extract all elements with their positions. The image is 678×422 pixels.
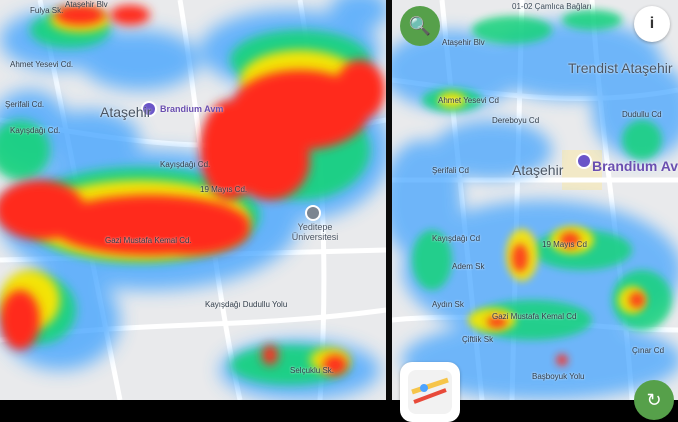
label-kayisdagi-dudullu: Kayışdağı Dudullu Yolu — [205, 300, 288, 309]
label-dudullu: Dudullu Cd — [622, 110, 662, 119]
yeditepe-pin-icon[interactable] — [307, 207, 319, 219]
refresh-icon: ↻ — [646, 389, 662, 410]
label-ahmet-yesevi-right: Ahmet Yesevi Cd — [438, 96, 499, 105]
right-heatmap-canvas — [392, 0, 678, 400]
split-divider — [386, 0, 392, 400]
label-serifali-right: Şerifali Cd — [432, 166, 469, 175]
label-kayisdagi: Kayışdağı Cd. — [10, 126, 61, 135]
info-icon: i — [649, 15, 655, 32]
label-adem: Adem Sk — [452, 262, 485, 271]
label-atasehir-blv: Ataşehir Blv — [65, 0, 108, 9]
heat-low-layer-right — [392, 20, 678, 400]
label-camlica: 01-02 Çamlıca Bağları — [512, 2, 592, 11]
label-19-mayis: 19 Mayıs Cd. — [200, 185, 248, 194]
label-basboyuk: Başboyuk Yolu — [532, 372, 585, 381]
map-layers-button[interactable] — [400, 362, 460, 422]
info-button[interactable]: i — [634, 6, 670, 42]
label-kayisdagi-right: Kayışdağı Cd — [432, 234, 481, 243]
search-icon: 🔍 — [408, 15, 432, 36]
label-trendist: Trendist Ataşehir — [568, 60, 673, 76]
label-cinar: Çınar Cd — [632, 346, 665, 355]
label-brandium: Brandium Avm — [160, 104, 224, 114]
label-atasehir-right: Ataşehir — [512, 162, 564, 178]
layers-thumbnail-icon — [408, 370, 452, 414]
label-dereboyu: Dereboyu Cd — [492, 116, 540, 125]
label-serifali: Şerifali Cd. — [5, 100, 45, 109]
search-button[interactable]: 🔍 — [400, 6, 440, 46]
label-brandium-right: Brandium Avm — [592, 158, 678, 174]
label-fulya: Fulya Sk. — [30, 6, 64, 15]
right-heatmap-panel[interactable]: 01-02 Çamlıca Bağları Ataşehir Brandium … — [392, 0, 678, 400]
label-atasehir-blv-right: Ataşehir Blv — [442, 38, 485, 47]
brandium-pin-right-icon[interactable] — [578, 155, 590, 167]
left-heatmap-canvas — [0, 0, 386, 400]
label-ciftlik: Çiftlik Sk — [462, 335, 494, 344]
label-kayisdagi-2: Kayışdağı Cd. — [160, 160, 211, 169]
label-aydin: Aydın Sk — [432, 300, 464, 309]
label-yeditepe: Yeditepe Üniversitesi — [291, 222, 339, 242]
label-gazi-right: Gazi Mustafa Kemal Cd — [492, 312, 577, 321]
label-selcuk: Selçuklu Sk. — [290, 366, 335, 375]
heat-high-layer-right — [487, 232, 645, 366]
label-ahmet-yesevi: Ahmet Yesevi Cd. — [10, 60, 74, 69]
refresh-button[interactable]: ↻ — [634, 380, 674, 420]
label-atasehir: Ataşehir — [100, 104, 152, 120]
heat-high-layer — [0, 5, 385, 375]
label-19-mayis-right: 19 Mayıs Cd — [542, 240, 587, 249]
label-gazi-mustafa-kemal: Gazi Mustafa Kemal Cd. — [105, 236, 192, 245]
left-heatmap-panel[interactable]: Brandium Avm Ataşehir Yeditepe Üniversit… — [0, 0, 386, 400]
brandium-pin-icon[interactable] — [143, 103, 155, 115]
